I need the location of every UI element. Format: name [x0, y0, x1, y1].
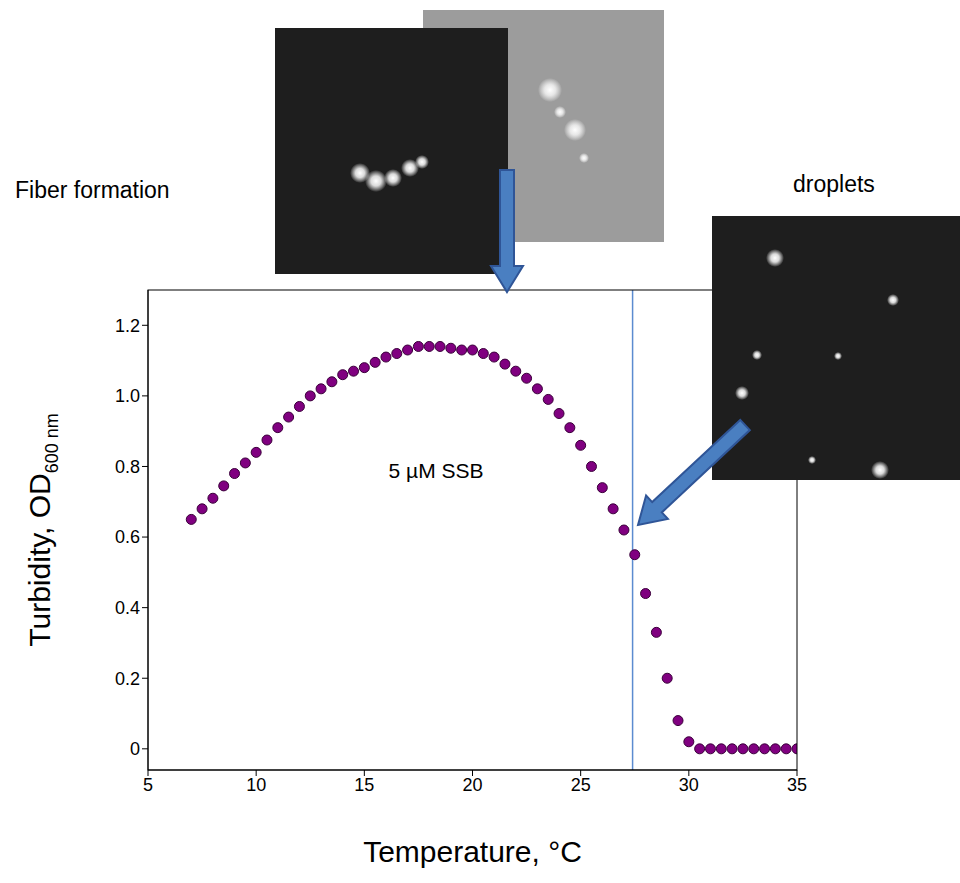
svg-text:20: 20: [462, 775, 482, 795]
svg-text:0.4: 0.4: [115, 598, 140, 618]
svg-text:Turbidity, OD600 nm: Turbidity, OD600 nm: [23, 413, 62, 646]
svg-text:15: 15: [354, 775, 374, 795]
svg-text:0.2: 0.2: [115, 669, 140, 689]
svg-text:35: 35: [787, 775, 807, 795]
svg-text:0.8: 0.8: [115, 457, 140, 477]
svg-text:droplets: droplets: [793, 171, 875, 197]
svg-text:10: 10: [246, 775, 266, 795]
svg-text:1.0: 1.0: [115, 386, 140, 406]
svg-text:30: 30: [679, 775, 699, 795]
svg-text:Fiber formation: Fiber formation: [15, 177, 170, 203]
svg-text:5: 5: [143, 775, 153, 795]
svg-text:1.2: 1.2: [115, 316, 140, 336]
svg-text:5 µM SSB: 5 µM SSB: [389, 459, 484, 482]
svg-text:0.6: 0.6: [115, 527, 140, 547]
svg-text:Temperature, °C: Temperature, °C: [363, 835, 582, 868]
svg-text:25: 25: [571, 775, 591, 795]
svg-text:0: 0: [130, 739, 140, 759]
